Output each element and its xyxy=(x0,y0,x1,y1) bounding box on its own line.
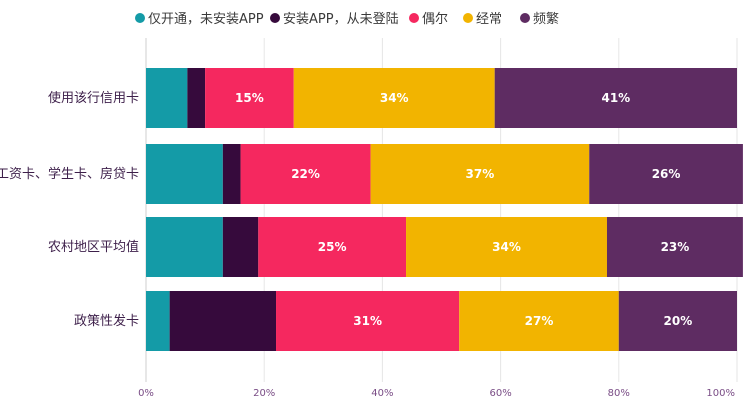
data-label: 22% xyxy=(291,167,320,181)
data-label: 41% xyxy=(601,91,630,105)
category-label: 农村地区平均值 xyxy=(48,239,139,255)
bar-segment xyxy=(606,217,743,277)
data-label: 23% xyxy=(661,240,690,254)
data-label: 34% xyxy=(492,240,521,254)
category-label: 政策性发卡 xyxy=(74,313,139,329)
bar-segment xyxy=(222,144,241,204)
legend-label: 安装APP，从未登陆 xyxy=(283,11,399,27)
tick-label: 100% xyxy=(706,388,735,399)
tick-label: 0% xyxy=(138,388,154,399)
legend-marker xyxy=(520,13,530,23)
bar-segment xyxy=(187,68,206,128)
bar-segment xyxy=(146,217,223,277)
legend-label: 偶尔 xyxy=(422,12,448,27)
tick-label: 20% xyxy=(253,388,275,399)
bar-segment xyxy=(293,68,495,128)
data-label: 15% xyxy=(235,91,264,105)
tick-label: 40% xyxy=(371,388,393,399)
bar-segment xyxy=(169,291,277,351)
bars: 15% 34% 41% 22% 37% 26% 25% 34% 23% 31% 27% 20% xyxy=(146,68,743,351)
bar-segment xyxy=(240,144,371,204)
data-label: 25% xyxy=(318,240,347,254)
bar-segment xyxy=(459,291,619,351)
legend-marker xyxy=(463,13,473,23)
tick-label: 60% xyxy=(489,388,511,399)
bar-segment xyxy=(258,217,407,277)
data-label: 20% xyxy=(664,314,693,328)
legend-label: 仅开通，未安装APP xyxy=(148,12,264,27)
x-axis-ticks: 0% 20% 40% 60% 80% 100% xyxy=(138,388,735,399)
bar-segment xyxy=(494,68,737,128)
legend-label: 频繁 xyxy=(533,11,559,27)
bar-segment xyxy=(589,144,743,204)
category-label: 使用该行信用卡 xyxy=(48,90,139,106)
data-label: 26% xyxy=(652,167,681,181)
bar-segment xyxy=(205,68,294,128)
legend: 仅开通，未安装APP 安装APP，从未登陆 偶尔 经常 频繁 xyxy=(135,11,559,27)
bar-segment xyxy=(146,291,170,351)
bar-segment xyxy=(406,217,607,277)
bar-segment xyxy=(370,144,590,204)
bar-segment xyxy=(146,144,223,204)
category-label: 工资卡、学生卡、房贷卡 xyxy=(0,166,139,182)
legend-marker xyxy=(409,13,419,23)
data-label: 27% xyxy=(525,314,554,328)
legend-marker xyxy=(135,13,145,23)
data-label: 34% xyxy=(380,91,409,105)
tick-label: 80% xyxy=(608,388,630,399)
bar-segment xyxy=(146,68,188,128)
legend-marker xyxy=(270,13,280,23)
legend-label: 经常 xyxy=(476,12,502,27)
bar-segment xyxy=(222,217,259,277)
bar-segment xyxy=(618,291,737,351)
bar-segment xyxy=(276,291,460,351)
data-label: 31% xyxy=(353,314,382,328)
data-label: 37% xyxy=(466,167,495,181)
